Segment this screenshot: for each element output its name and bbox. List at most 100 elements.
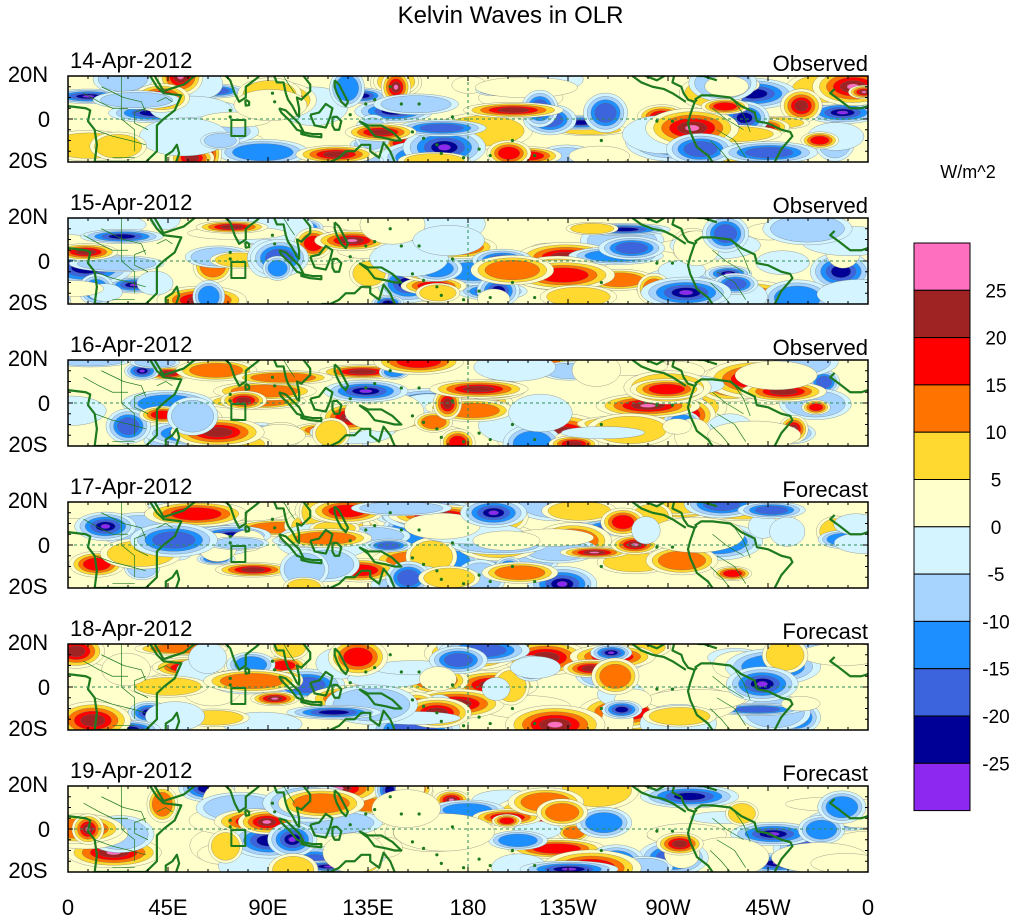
cool-anomaly: [519, 860, 619, 872]
cool-anomaly: [508, 394, 573, 433]
colorbar-label: -25: [982, 754, 1009, 775]
colorbar-bin: [913, 526, 971, 575]
lon-tick-label: 0: [62, 895, 74, 920]
panel-ticks: [67, 501, 869, 589]
cool-anomaly: [129, 522, 218, 558]
coastlines: [68, 644, 868, 730]
colorbar: W/m^2 25 20 15 10 5 0 -5 -10 -15 -20 -25: [913, 162, 1010, 812]
warm-anomaly: [128, 675, 209, 698]
country-borders: [83, 644, 751, 730]
panel-ticks: [67, 643, 869, 731]
lon-tick-label: 180: [450, 895, 487, 920]
warm-anomaly: [565, 222, 619, 236]
cool-anomaly: [488, 830, 548, 851]
longitude-axis: 0 45E 90E 135E 180 135W 90W 45W 0: [62, 895, 874, 920]
warm-anomaly: [780, 88, 823, 123]
warm-anomaly: [68, 701, 132, 730]
warm-anomaly: [68, 243, 119, 261]
coastlines: [68, 502, 868, 588]
lat-tick-label: 20N: [8, 346, 48, 371]
cool-anomaly: [80, 229, 164, 244]
warm-anomaly: [373, 360, 464, 375]
panel-status: Observed: [773, 335, 868, 360]
cool-anomaly: [373, 93, 459, 115]
colorbar-label: 15: [985, 376, 1006, 397]
lat-tick-label: 0: [38, 817, 50, 842]
colorbar-bin: [913, 762, 971, 812]
map-panel: 20N 0 20S 18-Apr-2012 Forecast: [8, 616, 869, 741]
cool-anomaly: [136, 270, 174, 296]
map-panel: 20N 0 20S 14-Apr-2012 Observed: [8, 48, 869, 173]
warm-anomaly: [250, 691, 300, 706]
warm-anomaly: [491, 814, 522, 828]
warm-anomaly: [656, 832, 704, 856]
cool-anomaly: [192, 280, 225, 304]
warm-anomaly: [600, 507, 646, 537]
warm-anomaly: [419, 666, 457, 692]
cool-anomaly: [323, 379, 409, 403]
cool-anomaly: [590, 644, 633, 662]
warm-anomaly: [89, 131, 147, 161]
warm-anomaly: [439, 428, 476, 446]
cool-anomaly: [817, 790, 867, 824]
warm-anomaly: [662, 418, 692, 435]
warm-anomaly: [591, 657, 640, 695]
warm-anomaly: [481, 561, 559, 584]
cool-anomaly: [598, 236, 665, 260]
warm-anomaly: [800, 131, 839, 150]
cool-anomaly: [702, 218, 749, 253]
lon-tick-label: 135W: [539, 895, 597, 920]
warm-anomaly: [629, 378, 704, 400]
warm-anomaly: [215, 562, 292, 578]
lat-tick-label: 20N: [8, 772, 48, 797]
lat-tick-label: 20S: [8, 716, 47, 741]
warm-anomaly: [848, 85, 868, 100]
colorbar-unit: W/m^2: [940, 162, 995, 182]
cool-anomaly: [68, 360, 132, 368]
cool-anomaly: [188, 644, 227, 674]
warm-anomaly: [270, 644, 310, 661]
panel-date: 15-Apr-2012: [70, 190, 192, 215]
colorbar-label: 25: [985, 281, 1006, 302]
figure-title: Kelvin Waves in OLR: [397, 2, 624, 29]
warm-anomaly: [713, 566, 753, 581]
warm-anomaly: [322, 832, 385, 872]
warm-anomaly: [268, 853, 319, 872]
cool-anomaly: [762, 218, 853, 246]
cool-anomaly: [412, 225, 485, 256]
panel-date: 19-Apr-2012: [70, 758, 192, 783]
warm-anomaly: [800, 644, 868, 666]
olr-anomaly-field: [68, 786, 868, 872]
panel-ticks: [67, 217, 869, 305]
olr-anomaly-field: [68, 360, 868, 446]
warm-anomaly: [101, 652, 151, 686]
warm-anomaly: [233, 370, 334, 385]
cool-anomaly: [267, 821, 318, 858]
lat-tick-label: 20S: [8, 148, 47, 173]
cool-anomaly: [833, 513, 868, 536]
cool-anomaly: [200, 131, 241, 150]
panel-status: Forecast: [782, 477, 868, 502]
lat-tick-label: 0: [38, 107, 50, 132]
colorbar-bin: [913, 384, 971, 433]
colorbar-bin: [913, 289, 971, 339]
country-borders: [83, 786, 751, 872]
panel-date: 18-Apr-2012: [70, 616, 192, 641]
lon-tick-label: 0: [862, 895, 874, 920]
olr-anomaly-field: [68, 218, 868, 304]
coastlines: [68, 76, 868, 162]
olr-anomaly-field: [68, 644, 868, 730]
colorbar-bin: [913, 573, 971, 622]
cool-anomaly: [92, 90, 181, 110]
colorbar-label: -15: [982, 660, 1009, 681]
warm-anomaly: [560, 546, 629, 559]
lon-tick-label: 45E: [148, 895, 187, 920]
cool-anomaly: [74, 511, 137, 541]
lon-tick-label: 90E: [248, 895, 287, 920]
map-panel: 20N 0 20S 16-Apr-2012 Observed: [8, 332, 869, 457]
cool-anomaly: [166, 396, 219, 436]
lat-tick-label: 0: [38, 533, 50, 558]
cool-anomaly: [396, 119, 487, 137]
colorbar-label: 10: [985, 423, 1006, 444]
cool-anomaly: [460, 502, 528, 528]
